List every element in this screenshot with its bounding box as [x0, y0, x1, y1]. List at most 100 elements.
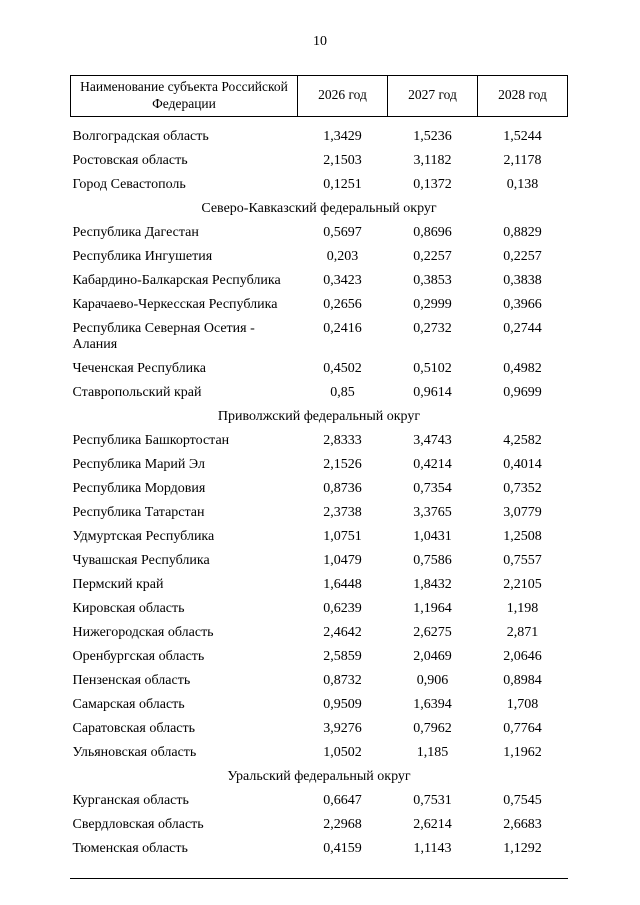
value-cell: 0,9614 — [413, 384, 452, 400]
subject-name-cell: Пензенская область — [72, 672, 191, 688]
value-cell: 0,3853 — [413, 272, 452, 288]
subject-name-cell: Республика Мордовия — [72, 480, 206, 496]
spacer-cell — [71, 116, 568, 125]
subject-name-cell: Свердловская область — [72, 816, 204, 832]
column-header-2028: 2028 год — [477, 75, 568, 117]
value-cell: 1,0751 — [323, 528, 362, 544]
value-cell: 2,0646 — [503, 648, 542, 664]
value-cell: 1,8432 — [413, 576, 452, 592]
section-label: Приволжский федеральный округ — [217, 408, 421, 424]
subject-name-cell: Ростовская область — [72, 152, 188, 168]
value-cell: 2,6214 — [413, 816, 452, 832]
table-row: Пермский край 1,6448 1,8432 2,2105 — [71, 573, 568, 597]
table-header: Наименование субъекта Российской Федерац… — [70, 75, 568, 117]
value-cell: 0,8732 — [323, 672, 362, 688]
table-row: Республика Ингушетия 0,203 0,2257 0,2257 — [71, 245, 568, 269]
subject-name-cell: Оренбургская область — [72, 648, 205, 664]
section-row: Северо-Кавказский федеральный округ — [71, 197, 568, 221]
value-cell: 2,2105 — [503, 576, 542, 592]
section-label: Уральский федеральный округ — [227, 768, 411, 784]
subject-name-cell: Ульяновская область — [72, 744, 197, 760]
value-cell: 3,0779 — [503, 504, 542, 520]
table-row: Ставропольский край 0,85 0,9614 0,9699 — [71, 381, 568, 405]
value-cell: 0,2744 — [503, 320, 542, 336]
value-cell: 0,6647 — [323, 792, 362, 808]
value-cell: 3,1182 — [413, 152, 452, 168]
value-cell: 0,7531 — [413, 792, 452, 808]
value-cell: 0,2257 — [413, 248, 452, 264]
value-cell: 2,871 — [506, 624, 539, 640]
value-cell: 0,9699 — [503, 384, 542, 400]
table-row: Кабардино-Балкарская Республика 0,3423 0,3… — [71, 269, 568, 293]
subject-name-cell: Кировская область — [72, 600, 185, 616]
value-cell: 0,6239 — [323, 600, 362, 616]
value-cell: 1,198 — [506, 600, 539, 616]
table-row: Кировская область 0,6239 1,1964 1,198 — [71, 597, 568, 621]
subject-name-cell: Город Севастополь — [72, 176, 186, 192]
value-cell: 1,1292 — [503, 840, 542, 856]
header-row: Наименование субъекта Российской Федерац… — [70, 75, 568, 117]
subject-name-cell: Нижегородская область — [72, 624, 214, 640]
value-cell: 0,5697 — [323, 224, 362, 240]
table-row: Пензенская область 0,8732 0,906 0,8984 — [71, 669, 568, 693]
value-cell: 1,708 — [506, 696, 539, 712]
spacer-row — [71, 116, 568, 125]
value-cell: 1,5244 — [503, 128, 542, 144]
value-cell: 0,7962 — [413, 720, 452, 736]
value-cell: 0,1372 — [413, 176, 452, 192]
value-cell: 0,2999 — [413, 296, 452, 312]
table-row: Курганская область 0,6647 0,7531 0,7545 — [71, 789, 568, 813]
subject-name-cell: Республика Башкортостан — [72, 432, 230, 448]
value-cell: 0,4982 — [503, 360, 542, 376]
table-row: Удмуртская Республика 1,0751 1,0431 1,2508 — [71, 525, 568, 549]
value-cell: 0,7557 — [503, 552, 542, 568]
value-cell: 2,2968 — [323, 816, 362, 832]
table-row: Республика Мордовия 0,8736 0,7354 0,7352 — [71, 477, 568, 501]
subject-name-cell: Волгоградская область — [72, 128, 209, 144]
value-cell: 0,7586 — [413, 552, 452, 568]
value-cell: 0,7764 — [503, 720, 542, 736]
table-row: Ульяновская область 1,0502 1,185 1,1962 — [71, 741, 568, 765]
value-cell: 4,2582 — [503, 432, 542, 448]
value-cell: 0,7545 — [503, 792, 542, 808]
value-cell: 0,5102 — [413, 360, 452, 376]
value-cell: 0,7354 — [413, 480, 452, 496]
value-cell: 0,7352 — [503, 480, 542, 496]
table-row: Саратовская область 3,9276 0,7962 0,7764 — [71, 717, 568, 741]
value-cell: 0,4014 — [503, 456, 542, 472]
value-cell: 0,2257 — [503, 248, 542, 264]
subject-name-cell: Чеченская Республика — [72, 360, 206, 376]
value-cell: 2,0469 — [413, 648, 452, 664]
section-row: Уральский федеральный округ — [71, 765, 568, 789]
table-row: Самарская область 0,9509 1,6394 1,708 — [71, 693, 568, 717]
value-cell: 1,6394 — [413, 696, 452, 712]
table-row: Карачаево-Черкесская Республика 0,2656 0,2… — [71, 293, 568, 317]
value-cell: 1,6448 — [323, 576, 362, 592]
page-number: 10 — [313, 34, 327, 49]
value-cell: 1,0479 — [323, 552, 362, 568]
value-cell: 0,8829 — [503, 224, 542, 240]
value-cell: 0,3838 — [503, 272, 542, 288]
column-header-2027: 2027 год — [387, 75, 478, 117]
subject-name-cell: Карачаево-Черкесская Республика — [72, 296, 278, 312]
value-cell: 0,8984 — [503, 672, 542, 688]
value-cell: 0,3966 — [503, 296, 542, 312]
value-cell: 2,6275 — [413, 624, 452, 640]
value-cell: 1,1964 — [413, 600, 452, 616]
subjects-table: Наименование субъекта Российской Федерац… — [70, 75, 568, 861]
value-cell: 1,5236 — [413, 128, 452, 144]
value-cell: 1,1143 — [413, 840, 452, 856]
value-cell: 0,4159 — [323, 840, 362, 856]
value-cell: 1,185 — [416, 744, 449, 760]
value-cell: 2,1526 — [323, 456, 362, 472]
subject-name-cell: Республика Татарстан — [72, 504, 205, 520]
value-cell: 1,1962 — [503, 744, 542, 760]
value-cell: 0,8696 — [413, 224, 452, 240]
subject-name-cell: Чувашская Республика — [72, 552, 210, 568]
table-row: Волгоградская область 1,3429 1,5236 1,5244 — [71, 125, 568, 149]
value-cell: 0,203 — [326, 248, 359, 264]
value-cell: 3,3765 — [413, 504, 452, 520]
table-row: Республика Северная Осетия - Алания 0,241… — [71, 317, 568, 357]
value-cell: 1,2508 — [503, 528, 542, 544]
value-cell: 0,4214 — [413, 456, 452, 472]
